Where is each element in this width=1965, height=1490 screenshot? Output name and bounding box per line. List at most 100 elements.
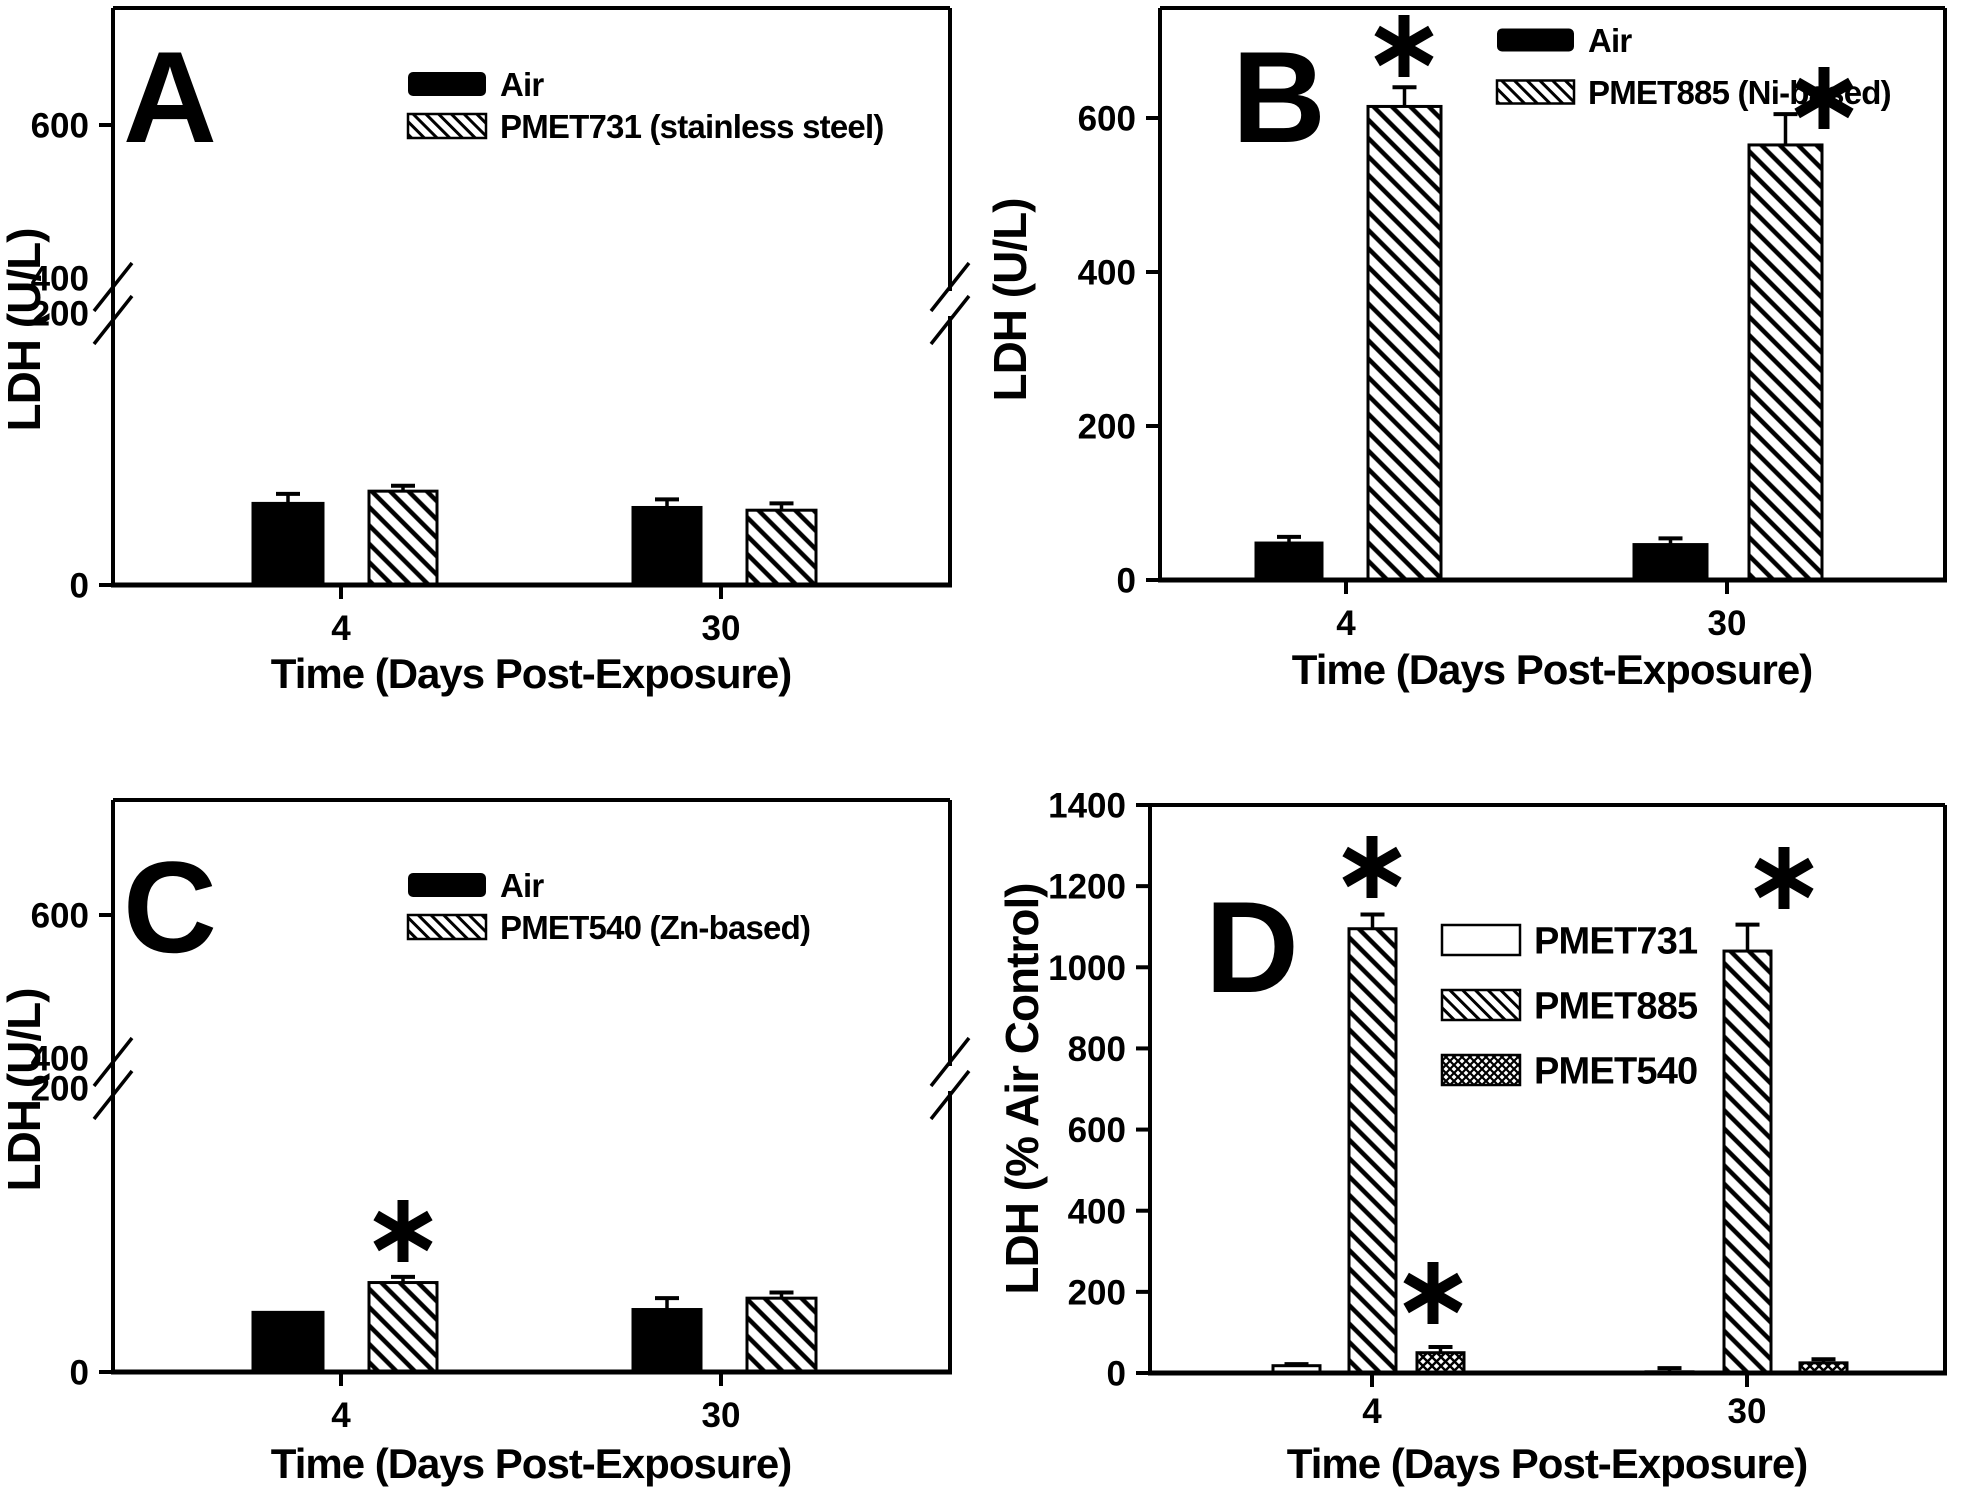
bar xyxy=(1722,949,1773,1375)
panel-d-chart: D 1400 1200 1000 800 600 400 200 0 4 30 Time (Days … xyxy=(996,787,1947,1487)
x-tick-label: 4 xyxy=(331,1396,351,1435)
y-tick-label: 600 xyxy=(31,897,89,936)
bars-layer xyxy=(251,483,818,587)
legend-swatch-hatch xyxy=(406,913,488,941)
legend-swatch-hatch xyxy=(1495,79,1576,105)
x-axis-label: Time (Days Post-Exposure) xyxy=(1287,1440,1807,1487)
error-bar xyxy=(769,501,794,511)
axis-break-icon xyxy=(929,294,971,346)
error-bar xyxy=(1773,112,1798,145)
panel-a: A 600 400 200 0 4 30 Time (Days Post-Exposure) L… xyxy=(0,0,982,745)
y-tick-label: 200 xyxy=(1078,408,1136,447)
bar xyxy=(631,1308,703,1374)
panel-letter: A xyxy=(123,24,217,170)
legend-label: PMET540 (Zn-based) xyxy=(500,909,810,946)
significance-asterisk xyxy=(1374,15,1434,77)
x-tick-label: 4 xyxy=(331,609,351,648)
error-bar xyxy=(1735,922,1760,952)
error-bar xyxy=(1360,912,1385,929)
y-tick-label: 200 xyxy=(31,1070,89,1109)
axis-break-icon xyxy=(92,1036,134,1088)
significance-asterisk xyxy=(1794,67,1854,129)
legend: Air PMET885 (Ni-based) xyxy=(1495,22,1892,111)
panel-letter: C xyxy=(123,834,217,980)
axis-break-icon xyxy=(92,294,134,346)
y-tick-label: 400 xyxy=(1078,254,1136,293)
legend-label: PMET885 (Ni-based) xyxy=(1588,74,1891,111)
y-axis-label: LDH (U/L) xyxy=(0,988,50,1191)
axis-break-icon xyxy=(929,1069,971,1121)
bar xyxy=(1254,541,1324,582)
y-tick-label: 0 xyxy=(1117,562,1136,601)
y-tick-label: 0 xyxy=(70,1354,89,1393)
panel-d: D 1400 1200 1000 800 600 400 200 0 4 30 Time (Days … xyxy=(982,745,1965,1490)
x-axis-label: Time (Days Post-Exposure) xyxy=(271,650,791,697)
bar xyxy=(367,489,439,587)
legend-swatch-hatch xyxy=(1440,988,1522,1022)
panel-letter: B xyxy=(1232,24,1326,170)
y-axis-label: LDH (U/L) xyxy=(984,198,1036,401)
y-tick-label: 800 xyxy=(1068,1030,1126,1069)
legend-label: PMET885 xyxy=(1534,986,1698,1028)
error-bar xyxy=(276,491,300,504)
bar xyxy=(1747,143,1824,582)
error-bar xyxy=(1392,85,1417,107)
legend-label: PMET731 xyxy=(1534,921,1698,963)
y-tick-label: 0 xyxy=(70,567,89,606)
x-tick-label: 30 xyxy=(1708,604,1747,643)
legend-label: PMET731 (stainless steel) xyxy=(500,108,884,145)
bar xyxy=(631,505,703,587)
panel-c: C 600 400 200 0 4 30 Time (Days Post-Exposure) L… xyxy=(0,745,982,1490)
y-tick-label: 1000 xyxy=(1048,949,1126,988)
axis-frame xyxy=(92,6,971,599)
legend: PMET731 PMET885 PMET540 xyxy=(1440,921,1699,1093)
legend-label: Air xyxy=(1588,22,1632,59)
y-tick-label: 400 xyxy=(1068,1192,1126,1231)
error-bar xyxy=(1277,534,1301,544)
y-tick-label: 600 xyxy=(1078,100,1136,139)
y-tick-label: 400 xyxy=(31,260,89,299)
legend-swatch-solid xyxy=(1497,28,1574,52)
bar xyxy=(367,1281,439,1374)
significance-asterisk xyxy=(1342,836,1402,898)
bar xyxy=(251,501,325,587)
axis-break-icon xyxy=(929,1036,971,1088)
x-axis-label: Time (Days Post-Exposure) xyxy=(1292,646,1812,693)
error-bar xyxy=(391,483,415,492)
y-tick-label: 1200 xyxy=(1048,868,1126,907)
bar xyxy=(745,508,818,587)
axis-break-icon xyxy=(929,261,971,313)
significance-asterisk xyxy=(1754,847,1814,909)
legend-swatch-solid xyxy=(408,873,486,897)
legend: Air PMET731 (stainless steel) xyxy=(406,66,884,145)
y-tick-label: 400 xyxy=(31,1040,89,1079)
axis-frame xyxy=(1136,803,1947,1387)
bar xyxy=(251,1310,325,1374)
y-tick-label: 600 xyxy=(31,107,89,146)
axis-frame xyxy=(92,798,971,1386)
legend-swatch-hatch xyxy=(406,112,488,140)
y-axis-label: LDH (U/L) xyxy=(0,228,50,431)
axis-frame xyxy=(1146,6,1947,594)
y-tick-label: 600 xyxy=(1068,1111,1126,1150)
error-bar xyxy=(391,1274,415,1283)
error-bar xyxy=(769,1290,794,1299)
bar xyxy=(1415,1351,1466,1375)
x-tick-label: 4 xyxy=(1362,1392,1382,1431)
x-axis-label: Time (Days Post-Exposure) xyxy=(271,1440,791,1487)
significance-asterisk xyxy=(1403,1262,1463,1324)
legend-swatch-open xyxy=(1440,923,1522,957)
bars-layer xyxy=(1271,912,1849,1375)
x-tick-label: 4 xyxy=(1336,604,1356,643)
x-tick-label: 30 xyxy=(702,609,741,648)
legend-swatch-solid xyxy=(408,72,486,96)
bar xyxy=(1366,104,1443,582)
legend-label: Air xyxy=(500,867,544,904)
error-bar xyxy=(1284,1362,1309,1367)
significance-asterisk xyxy=(373,1200,433,1262)
x-tick-label: 30 xyxy=(702,1396,741,1435)
error-bar xyxy=(655,1296,679,1310)
